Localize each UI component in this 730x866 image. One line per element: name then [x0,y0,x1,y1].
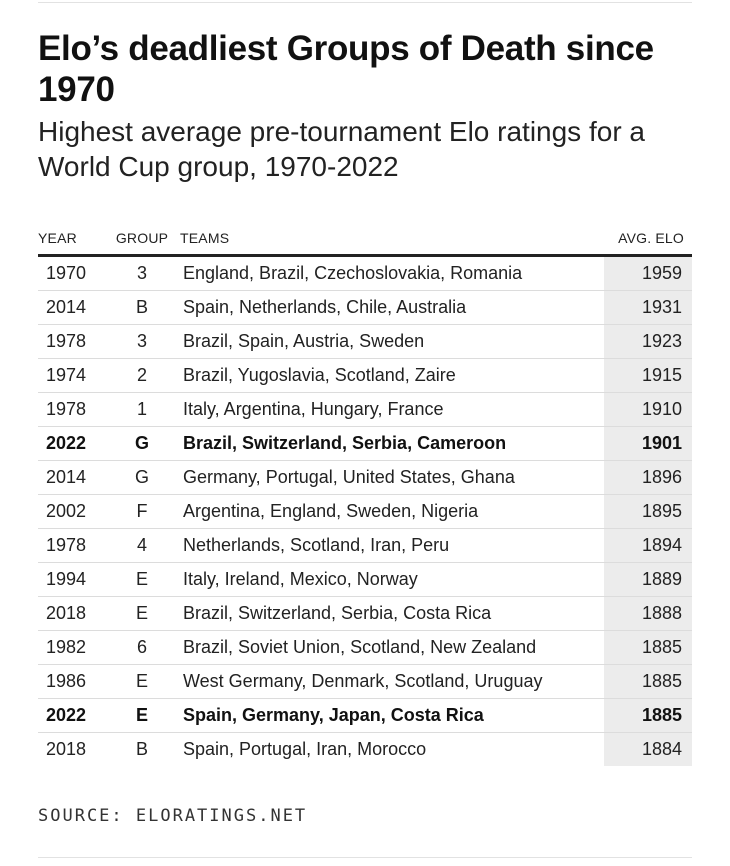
cell-teams: West Germany, Denmark, Scotland, Uruguay [180,664,604,699]
cell-group: 3 [104,255,180,291]
cell-teams: Spain, Portugal, Iran, Morocco [183,739,427,759]
bottom-divider [38,857,692,858]
cell-year: 2014 [38,290,104,325]
cell-year: 1970 [38,255,104,291]
cell-group: E [104,698,180,733]
cell-teams: Italy, Argentina, Hungary, France [180,392,604,427]
cell-year: 2022 [38,426,104,461]
column-header-group: GROUP [104,222,180,257]
cell-year: 1978 [38,392,104,427]
cell-year: 2002 [38,494,104,529]
cell-teams: Brazil, Soviet Union, Scotland, New Zeal… [180,630,604,665]
table-row: 2018 B Spain, Portugal, Iran, Morocco 1884 [38,732,692,766]
cell-teams: Brazil, Spain, Austria, Sweden [180,324,604,359]
cell-avg-elo: 1901 [604,426,692,461]
cell-group: 3 [104,324,180,359]
table-row: 2018 E Brazil, Switzerland, Serbia, Costa … [38,596,692,631]
table-row: 2014 G Germany, Portugal, United States, G… [38,460,692,495]
cell-group: 2 [104,358,180,393]
cell-group: B [104,290,180,325]
cell-teams: Spain, Germany, Japan, Costa Rica [180,698,604,733]
table-row: 1970 3 England, Brazil, Czechoslovakia, Ro… [38,255,692,291]
cell-teams: Brazil, Switzerland, Serbia, Cameroon [180,426,604,461]
cell-year: 2014 [38,460,104,495]
cell-year: 1982 [38,630,104,665]
cell-teams: Netherlands, Scotland, Iran, Peru [180,528,604,563]
cell-group: 4 [104,528,180,563]
cell-teams: England, Brazil, Czechoslovakia, Romania [180,255,604,291]
cell-teams: Germany, Portugal, United States, Ghana [180,460,604,495]
cell-avg-elo: 1885 [604,664,692,699]
chart-title: Elo’s deadliest Groups of Death since 19… [38,29,654,109]
table-body: 1970 3 England, Brazil, Czechoslovakia, Ro… [38,255,692,766]
cell-avg-elo: 1885 [604,630,692,665]
cell-avg-elo: 1910 [604,392,692,427]
cell-group: E [104,664,180,699]
top-divider [38,2,692,3]
cell-avg-elo: 1931 [604,290,692,325]
cell-avg-elo: 1894 [604,528,692,563]
source-note: SOURCE: ELORATINGS.NET [38,806,308,826]
cell-teams: Italy, Ireland, Mexico, Norway [180,562,604,597]
cell-avg-elo: 1889 [604,562,692,597]
cell-avg-elo: 1884 [604,732,692,766]
cell-avg-elo: 1959 [604,255,692,291]
cell-year: 1994 [38,562,104,597]
table-row: 1994 E Italy, Ireland, Mexico, Norway 1889 [38,562,692,597]
cell-year: 2018 [46,739,87,759]
table-row: 2022 E Spain, Germany, Japan, Costa Rica 18… [38,698,692,733]
cell-group: G [104,460,180,495]
cell-avg-elo: 1895 [604,494,692,529]
cell-group: E [104,596,180,631]
cell-group: 1 [104,392,180,427]
cell-avg-elo: 1923 [604,324,692,359]
column-header-avg-elo: AVG. ELO [604,222,692,257]
cell-year: 2022 [38,698,104,733]
table-row: 1978 1 Italy, Argentina, Hungary, France 19… [38,392,692,427]
cell-group: 6 [104,630,180,665]
cell-group: G [104,426,180,461]
cell-year: 1986 [38,664,104,699]
cell-year: 2018 [38,596,104,631]
table-row: 1986 E West Germany, Denmark, Scotland, Ur… [38,664,692,699]
column-header-teams: TEAMS [180,222,604,257]
elo-table: YEAR GROUP TEAMS AVG. ELO 1970 3 England, … [38,222,692,766]
column-header-year: YEAR [38,222,104,257]
table-row: 2022 G Brazil, Switzerland, Serbia, Camero… [38,426,692,461]
cell-teams: Brazil, Switzerland, Serbia, Costa Rica [180,596,604,631]
cell-group: E [104,562,180,597]
cell-avg-elo: 1885 [604,698,692,733]
table-row: 2002 F Argentina, England, Sweden, Nigeria… [38,494,692,529]
cell-teams: Argentina, England, Sweden, Nigeria [180,494,604,529]
cell-avg-elo: 1896 [604,460,692,495]
cell-year: 1978 [38,528,104,563]
cell-group: F [104,494,180,529]
cell-avg-elo: 1915 [604,358,692,393]
cell-teams: Spain, Netherlands, Chile, Australia [180,290,604,325]
table-row: 1982 6 Brazil, Soviet Union, Scotland, New… [38,630,692,665]
cell-avg-elo: 1888 [604,596,692,631]
table-row: 2014 B Spain, Netherlands, Chile, Australi… [38,290,692,325]
cell-year: 1978 [38,324,104,359]
table-row: 1978 3 Brazil, Spain, Austria, Sweden 1923 [38,324,692,359]
table-row: 1978 4 Netherlands, Scotland, Iran, Peru 18… [38,528,692,563]
header-row: YEAR GROUP TEAMS AVG. ELO [38,222,692,257]
table-header: YEAR GROUP TEAMS AVG. ELO [38,222,692,257]
cell-year: 1974 [38,358,104,393]
table-row: 1974 2 Brazil, Yugoslavia, Scotland, Zaire… [38,358,692,393]
cell-teams: Brazil, Yugoslavia, Scotland, Zaire [180,358,604,393]
chart-subtitle: Highest average pre-tournament Elo ratin… [38,116,645,182]
cell-group: B [135,739,148,759]
